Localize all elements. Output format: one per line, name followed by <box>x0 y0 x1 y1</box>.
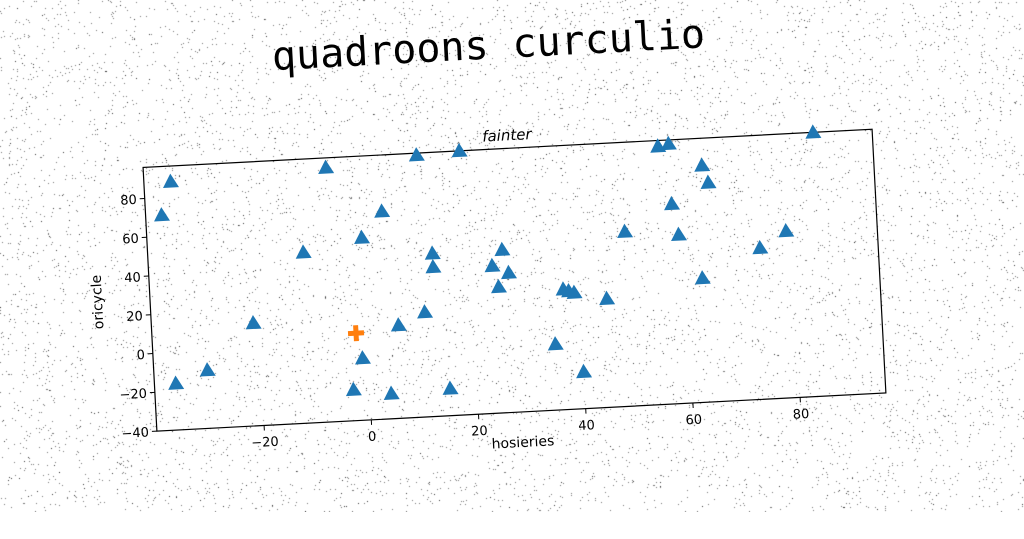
scatter-point-triangle <box>700 174 717 189</box>
plot-frame <box>143 129 886 431</box>
scatter-point-triangle <box>424 245 441 260</box>
scatter-point-triangle <box>660 135 677 150</box>
y-tick-label: 0 <box>136 348 145 363</box>
y-tick-label: 40 <box>124 270 141 286</box>
scatter-point-triangle <box>199 362 216 377</box>
scatter-point-triangle <box>408 147 425 162</box>
scatter-point-triangle <box>694 157 711 172</box>
data-points <box>151 124 834 412</box>
scatter-point-triangle <box>353 229 370 244</box>
y-tick-label: 20 <box>126 309 143 325</box>
scatter-point-triangle <box>295 244 312 259</box>
scatter-point-triangle <box>805 124 822 139</box>
y-axis-ticks: −40 −20 0 20 40 60 80 <box>109 192 157 441</box>
scatter-point-triangle <box>354 350 371 365</box>
scatter-point-triangle <box>494 241 511 256</box>
scatter-point-triangle <box>598 290 615 305</box>
x-tick-label: 0 <box>368 430 377 445</box>
scatter-point-triangle <box>317 159 334 174</box>
x-axis-label: hosieries <box>491 433 555 452</box>
scatter-point-triangle <box>167 375 184 390</box>
scatter-point-triangle <box>500 264 517 279</box>
scatter-point-triangle <box>752 239 769 254</box>
y-tick-label: −20 <box>119 387 147 403</box>
scatter-point-triangle <box>153 207 170 222</box>
scatter-point-triangle <box>663 195 680 210</box>
scatter-point-triangle <box>694 270 711 285</box>
scatter-point-triangle <box>484 257 501 272</box>
y-tick-label: 60 <box>122 232 139 248</box>
scatter-point-triangle <box>383 385 400 400</box>
x-tick-label: 40 <box>578 418 595 434</box>
x-tick-label: 60 <box>685 413 702 429</box>
y-tick-label: −40 <box>121 426 149 442</box>
x-tick-label: 80 <box>792 407 809 423</box>
scatter-point-triangle <box>575 363 592 378</box>
scatter-point-triangle <box>547 336 564 351</box>
x-tick-label: 20 <box>471 424 488 440</box>
scatter-point-triangle <box>373 203 390 218</box>
scatter-point-triangle <box>162 173 179 188</box>
scatter-point-triangle <box>778 223 795 238</box>
x-tick-label: −20 <box>251 435 279 451</box>
y-axis-label: oricycle <box>89 274 108 329</box>
scatter-point-triangle <box>245 315 262 330</box>
scatter-point-triangle <box>616 223 633 238</box>
chart-title: fainter <box>482 125 533 146</box>
scatter-point-triangle <box>390 317 407 332</box>
scatter-point-triangle <box>490 278 507 293</box>
scatter-point-triangle <box>345 381 362 396</box>
scatter-point-triangle <box>425 259 442 274</box>
scatter-point-triangle <box>670 226 687 241</box>
scatter-point-triangle <box>416 304 433 319</box>
y-tick-label: 80 <box>120 193 137 209</box>
scatter-point-triangle <box>442 380 459 395</box>
scatter-point-triangle <box>451 142 468 157</box>
scatter-point-plus <box>348 325 365 342</box>
